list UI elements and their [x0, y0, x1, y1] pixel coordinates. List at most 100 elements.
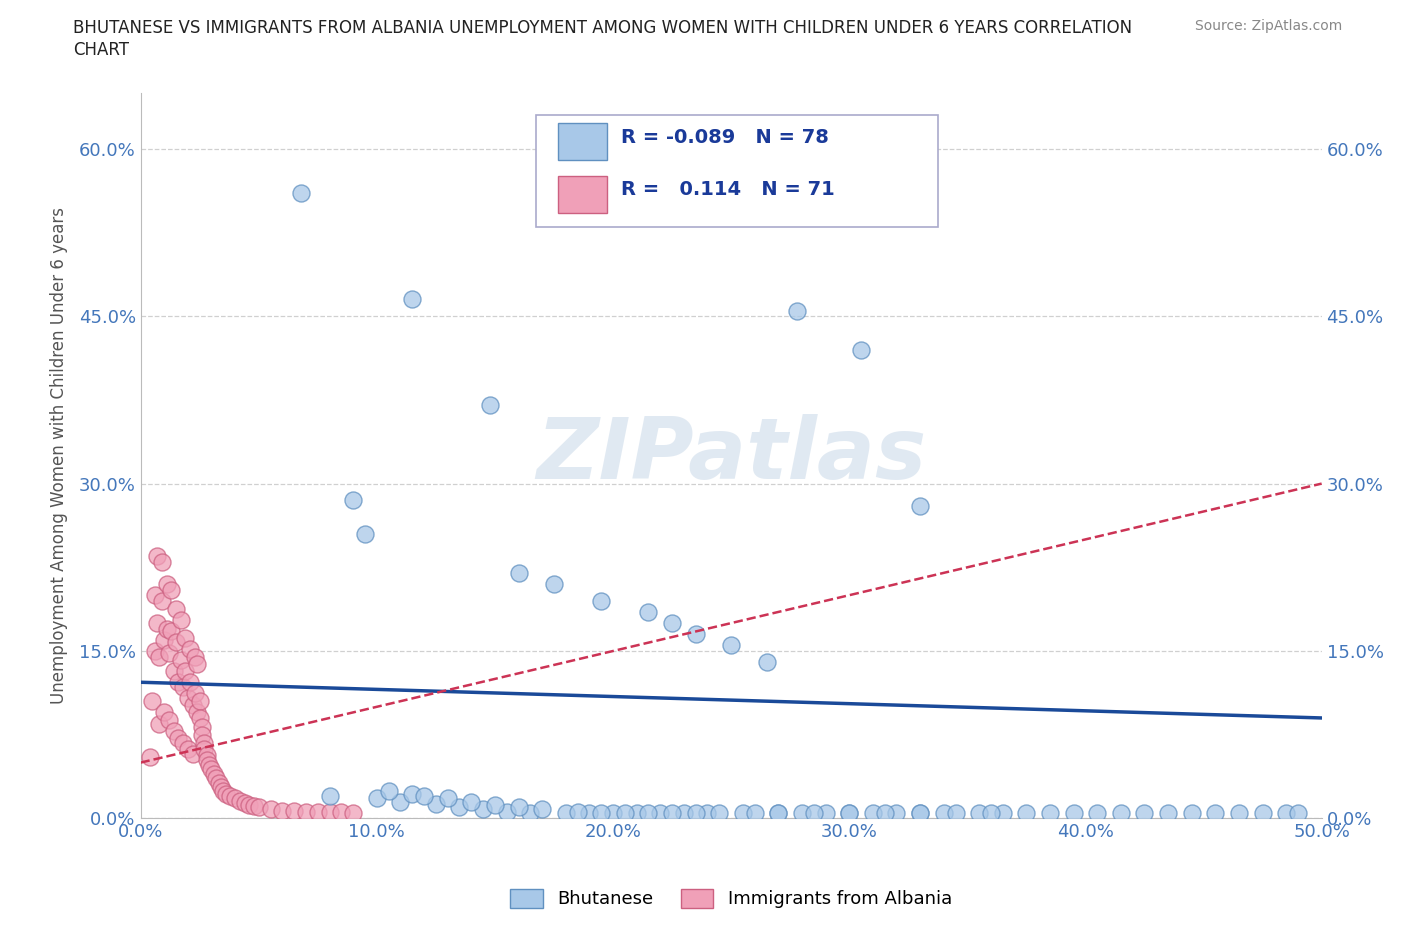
Point	[945, 805, 967, 820]
Point	[1015, 805, 1038, 820]
Point	[307, 804, 329, 819]
Point	[731, 805, 754, 820]
Point	[519, 805, 541, 820]
Point	[153, 705, 176, 720]
Point	[932, 805, 955, 820]
Point	[160, 623, 183, 638]
Point	[1275, 805, 1298, 820]
Point	[167, 731, 190, 746]
Point	[165, 634, 187, 649]
Point	[768, 805, 790, 820]
Point	[295, 804, 318, 819]
Point	[661, 805, 683, 820]
Point	[366, 790, 388, 805]
Point	[377, 783, 399, 798]
Point	[838, 805, 860, 820]
FancyBboxPatch shape	[558, 177, 607, 213]
Point	[167, 675, 190, 690]
Point	[389, 794, 412, 809]
Text: R =   0.114   N = 71: R = 0.114 N = 71	[621, 180, 835, 199]
Point	[271, 804, 294, 818]
Text: R = -0.089   N = 78: R = -0.089 N = 78	[621, 127, 830, 147]
Point	[214, 787, 236, 802]
Point	[672, 805, 695, 820]
Point	[354, 526, 377, 541]
Point	[768, 805, 790, 820]
Point	[318, 804, 340, 819]
Point	[247, 800, 270, 815]
Point	[967, 805, 990, 820]
Point	[148, 649, 170, 664]
Point	[179, 675, 201, 690]
Point	[755, 655, 778, 670]
Point	[342, 493, 364, 508]
Point	[181, 746, 204, 761]
Point	[591, 805, 613, 820]
Point	[578, 805, 600, 820]
Point	[425, 796, 447, 811]
Point	[786, 303, 808, 318]
Point	[495, 804, 517, 819]
Point	[980, 805, 1002, 820]
Point	[413, 789, 436, 804]
Point	[637, 805, 659, 820]
Text: ZIPatlas: ZIPatlas	[536, 414, 927, 498]
Point	[1181, 805, 1204, 820]
Point	[838, 805, 860, 820]
Point	[567, 804, 589, 819]
Point	[200, 762, 222, 777]
Point	[720, 638, 742, 653]
Text: Source: ZipAtlas.com: Source: ZipAtlas.com	[1195, 19, 1343, 33]
Point	[177, 742, 200, 757]
Point	[191, 727, 214, 742]
Point	[472, 802, 495, 817]
Point	[685, 805, 707, 820]
Point	[188, 711, 211, 725]
Point	[1109, 805, 1132, 820]
Point	[709, 805, 731, 820]
Point	[401, 787, 423, 802]
Point	[150, 593, 173, 608]
Point	[141, 694, 163, 709]
Point	[238, 798, 260, 813]
Point	[1039, 805, 1062, 820]
Point	[449, 800, 471, 815]
Point	[160, 582, 183, 597]
Point	[1063, 805, 1085, 820]
Point	[554, 805, 576, 820]
FancyBboxPatch shape	[536, 114, 938, 227]
Point	[209, 779, 232, 794]
Point	[696, 805, 718, 820]
Point	[155, 577, 177, 591]
Point	[212, 783, 235, 798]
Y-axis label: Unemployment Among Women with Children Under 6 years: Unemployment Among Women with Children U…	[49, 207, 67, 704]
Point	[155, 621, 177, 636]
Point	[143, 644, 166, 658]
Point	[170, 612, 193, 627]
Point	[1251, 805, 1274, 820]
Point	[1227, 805, 1250, 820]
Point	[531, 802, 554, 817]
Point	[685, 627, 707, 642]
Point	[177, 690, 200, 705]
Point	[460, 794, 482, 809]
Point	[157, 645, 180, 660]
Point	[908, 805, 931, 820]
Point	[259, 802, 281, 817]
Point	[163, 664, 186, 679]
Point	[229, 793, 252, 808]
Point	[436, 790, 458, 805]
Point	[219, 789, 242, 804]
Point	[1157, 805, 1180, 820]
Point	[1204, 805, 1226, 820]
Point	[184, 649, 207, 664]
Point	[184, 686, 207, 701]
Point	[886, 805, 908, 820]
Point	[543, 577, 565, 591]
Point	[849, 342, 872, 357]
Point	[193, 735, 215, 750]
Point	[186, 657, 208, 671]
Point	[148, 716, 170, 731]
Point	[283, 804, 305, 818]
Point	[174, 631, 197, 645]
